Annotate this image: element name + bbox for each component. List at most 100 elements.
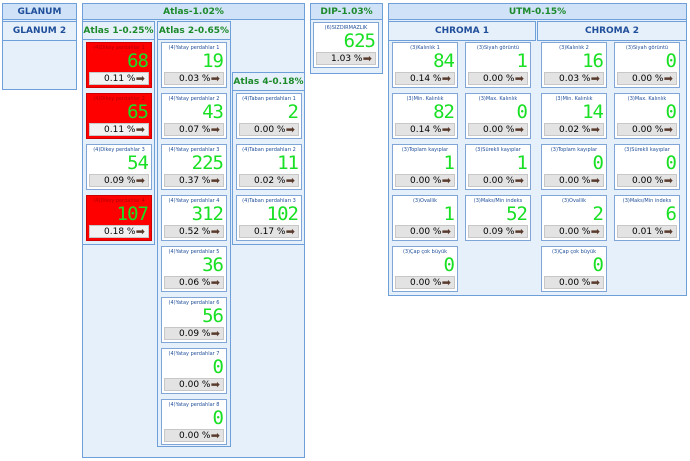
counter-footer: 0.09 % ➡ — [89, 174, 149, 187]
arrow-right-icon[interactable]: ➡ — [210, 72, 220, 85]
counter-card[interactable]: (3)Çap çok büyük 0 0.00 % ➡ — [392, 246, 458, 292]
counter-value: 0 — [665, 101, 677, 123]
counter-card[interactable]: (4)Dikey perdahlar 3 54 0.09 % ➡ — [86, 144, 152, 190]
counter-card[interactable]: (6)SIZDIRMAZLIK 625 1.03 % ➡ — [313, 22, 379, 68]
atlas2-header: Atlas 2-0.65% — [157, 21, 231, 40]
arrow-right-icon[interactable]: ➡ — [210, 123, 220, 136]
arrow-right-icon[interactable]: ➡ — [514, 225, 524, 238]
counter-percent: 0.00 % — [410, 278, 442, 288]
counter-card[interactable]: (4)Taban perdahları 3 102 0.17 % ➡ — [236, 195, 302, 241]
counter-card[interactable]: (3)Min. Kalınlık 14 0.02 % ➡ — [541, 93, 607, 139]
counter-value: 0 — [212, 356, 224, 378]
arrow-right-icon[interactable]: ➡ — [441, 225, 451, 238]
counter-card[interactable]: (3)Siyah görüntü 1 0.00 % ➡ — [465, 42, 531, 88]
arrow-right-icon[interactable]: ➡ — [514, 123, 524, 136]
arrow-right-icon[interactable]: ➡ — [514, 174, 524, 187]
arrow-right-icon[interactable]: ➡ — [590, 276, 600, 289]
arrow-right-icon[interactable]: ➡ — [441, 72, 451, 85]
counter-card[interactable]: (3)Sürekli kayıplar 1 0.00 % ➡ — [465, 144, 531, 190]
arrow-right-icon[interactable]: ➡ — [210, 174, 220, 187]
counter-value: 14 — [582, 101, 604, 123]
counter-card[interactable]: (3)Kalınlık 1 84 0.14 % ➡ — [392, 42, 458, 88]
counter-card[interactable]: (3)Çap çok büyük 0 0.00 % ➡ — [541, 246, 607, 292]
arrow-right-icon[interactable]: ➡ — [135, 72, 145, 85]
arrow-right-icon[interactable]: ➡ — [663, 123, 673, 136]
counter-card[interactable]: (4)Yatay perdahlar 2 43 0.07 % ➡ — [161, 93, 227, 139]
arrow-right-icon[interactable]: ➡ — [663, 174, 673, 187]
counter-value: 0 — [592, 254, 604, 276]
counter-label: (3)Kalınlık 1 — [410, 45, 440, 51]
counter-percent: 0.00 % — [410, 227, 442, 237]
arrow-right-icon[interactable]: ➡ — [210, 276, 220, 289]
counter-percent: 0.00 % — [410, 176, 442, 186]
counter-card[interactable]: (3)Ovallik 1 0.00 % ➡ — [392, 195, 458, 241]
counter-label: (6)SIZDIRMAZLIK — [324, 25, 368, 31]
arrow-right-icon[interactable]: ➡ — [210, 225, 220, 238]
arrow-right-icon[interactable]: ➡ — [590, 225, 600, 238]
counter-value: 0 — [443, 254, 455, 276]
arrow-right-icon[interactable]: ➡ — [135, 225, 145, 238]
arrow-right-icon[interactable]: ➡ — [514, 72, 524, 85]
counter-value: 0 — [665, 152, 677, 174]
arrow-right-icon[interactable]: ➡ — [135, 123, 145, 136]
counter-card[interactable]: (3)Siyah görüntü 0 0.00 % ➡ — [614, 42, 680, 88]
counter-value: 1 — [443, 203, 455, 225]
arrow-right-icon[interactable]: ➡ — [135, 174, 145, 187]
arrow-right-icon[interactable]: ➡ — [441, 276, 451, 289]
arrow-right-icon[interactable]: ➡ — [285, 225, 295, 238]
counter-card[interactable]: (3)Maks/Min indeks 6 0.01 % ➡ — [614, 195, 680, 241]
counter-label: (4)Taban perdahları 2 — [242, 147, 296, 153]
arrow-right-icon[interactable]: ➡ — [663, 225, 673, 238]
counter-card[interactable]: (4)Dikey perdahlar 2 65 0.11 % ➡ — [86, 93, 152, 139]
counter-card[interactable]: (4)Yatay perdahlar 5 36 0.06 % ➡ — [161, 246, 227, 292]
counter-card[interactable]: (3)Max. Kalınlık 0 0.00 % ➡ — [614, 93, 680, 139]
arrow-right-icon[interactable]: ➡ — [590, 72, 600, 85]
arrow-right-icon[interactable]: ➡ — [210, 378, 220, 391]
arrow-right-icon[interactable]: ➡ — [210, 429, 220, 442]
arrow-right-icon[interactable]: ➡ — [285, 174, 295, 187]
arrow-right-icon[interactable]: ➡ — [590, 123, 600, 136]
counter-card[interactable]: (3)Min. Kalınlık 82 0.14 % ➡ — [392, 93, 458, 139]
counter-card[interactable]: (4)Dikey perdahlar 4 107 0.18 % ➡ — [86, 195, 152, 241]
counter-card[interactable]: (3)Toplam kayıplar 1 0.00 % ➡ — [392, 144, 458, 190]
counter-label: (4)Yatay perdahlar 2 — [168, 96, 220, 102]
counter-percent: 0.00 % — [179, 380, 211, 390]
arrow-right-icon[interactable]: ➡ — [285, 123, 295, 136]
counter-footer: 0.00 % ➡ — [164, 429, 224, 442]
arrow-right-icon[interactable]: ➡ — [663, 72, 673, 85]
counter-card[interactable]: (3)Ovallik 2 0.00 % ➡ — [541, 195, 607, 241]
counter-label: (3)Max. Kalınlık — [478, 96, 518, 102]
arrow-right-icon[interactable]: ➡ — [362, 52, 372, 65]
counter-card[interactable]: (4)Dikey perdahlar 1 68 0.11 % ➡ — [86, 42, 152, 88]
counter-card[interactable]: (3)Sürekli kayıplar 0 0.00 % ➡ — [614, 144, 680, 190]
counter-card[interactable]: (3)Kalınlık 2 16 0.03 % ➡ — [541, 42, 607, 88]
counter-card[interactable]: (4)Yatay perdahlar 8 0 0.00 % ➡ — [161, 399, 227, 445]
counter-card[interactable]: (4)Yatay perdahlar 3 225 0.37 % ➡ — [161, 144, 227, 190]
counter-percent: 0.00 % — [559, 176, 591, 186]
counter-card[interactable]: (4)Yatay perdahlar 1 19 0.03 % ➡ — [161, 42, 227, 88]
arrow-right-icon[interactable]: ➡ — [590, 174, 600, 187]
counter-card[interactable]: (4)Yatay perdahlar 7 0 0.00 % ➡ — [161, 348, 227, 394]
arrow-right-icon[interactable]: ➡ — [441, 123, 451, 136]
counter-percent: 0.09 % — [483, 227, 515, 237]
arrow-right-icon[interactable]: ➡ — [441, 174, 451, 187]
counter-card[interactable]: (4)Yatay perdahlar 6 56 0.09 % ➡ — [161, 297, 227, 343]
counter-label: (3)Sürekli kayıplar — [624, 147, 670, 153]
counter-card[interactable]: (3)Max. Kalınlık 0 0.00 % ➡ — [465, 93, 531, 139]
counter-label: (4)Yatay perdahlar 4 — [168, 198, 220, 204]
counter-card[interactable]: (3)Maks/Min indeks 52 0.09 % ➡ — [465, 195, 531, 241]
chroma1-header: CHROMA 1 — [388, 21, 536, 41]
counter-percent: 0.00 % — [632, 74, 664, 84]
counter-card[interactable]: (4)Taban perdahları 1 2 0.00 % ➡ — [236, 93, 302, 139]
counter-card[interactable]: (3)Toplam kayıplar 0 0.00 % ➡ — [541, 144, 607, 190]
arrow-right-icon[interactable]: ➡ — [210, 327, 220, 340]
counter-card[interactable]: (4)Yatay perdahlar 4 312 0.52 % ➡ — [161, 195, 227, 241]
counter-value: 0 — [212, 407, 224, 429]
counter-footer: 0.09 % ➡ — [468, 225, 528, 238]
counter-label: (4)Dikey perdahlar 2 — [93, 96, 145, 102]
counter-value: 52 — [506, 203, 528, 225]
counter-footer: 0.09 % ➡ — [164, 327, 224, 340]
counter-card[interactable]: (4)Taban perdahları 2 11 0.02 % ➡ — [236, 144, 302, 190]
counter-percent: 0.03 % — [179, 74, 211, 84]
counter-footer: 0.00 % ➡ — [468, 72, 528, 85]
